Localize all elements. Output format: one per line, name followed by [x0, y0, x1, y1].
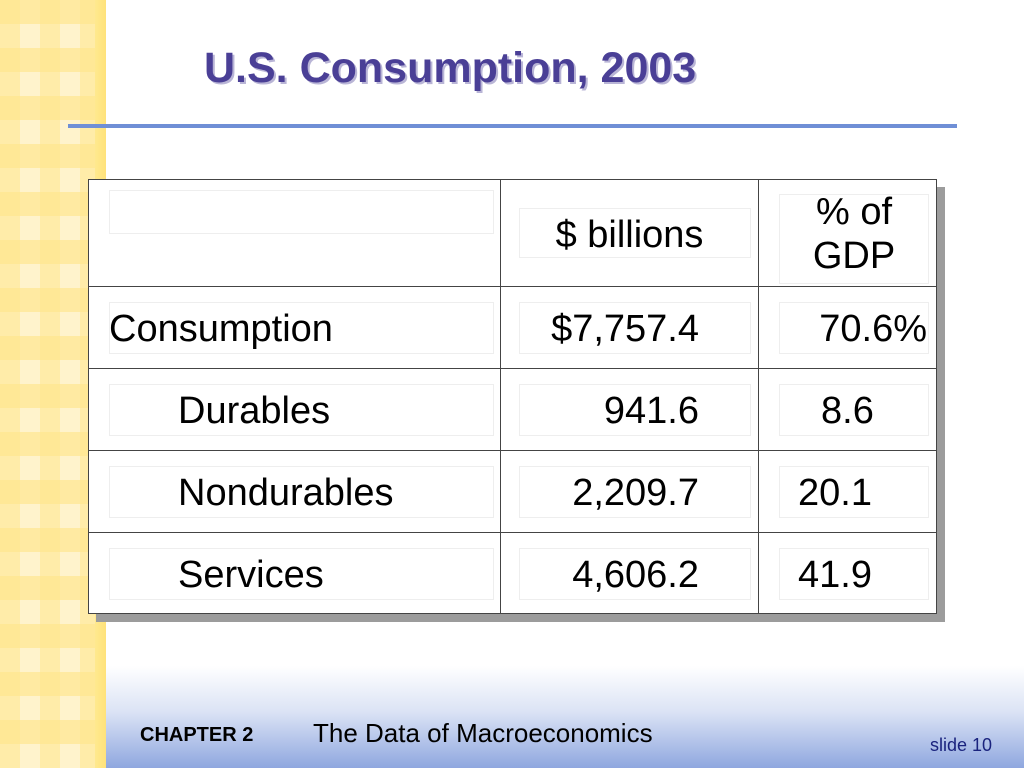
footer-bar: [106, 666, 1024, 768]
value-consumption-pct: 70.6%: [819, 308, 927, 350]
slide-title: U.S. Consumption, 2003: [204, 44, 697, 92]
row-divider: [89, 368, 936, 369]
slide-number: slide 10: [930, 735, 993, 755]
cell-guide: [109, 548, 494, 600]
header-cell-label: [89, 180, 500, 286]
column-divider: [500, 180, 501, 613]
value-consumption-billions: $7,757.4: [551, 308, 699, 350]
cell-guide: [519, 548, 751, 600]
cell-guide: [109, 190, 494, 234]
header-pct-gdp: % of GDP: [812, 191, 896, 277]
cell-guide: [779, 194, 929, 284]
header-billions: $ billions: [555, 214, 704, 256]
row-divider: [89, 450, 936, 451]
cell-guide: [779, 384, 929, 436]
cell-guide: [109, 384, 494, 436]
cell-guide: [519, 302, 751, 354]
row-divider: [89, 532, 936, 533]
cell-guide: [779, 466, 929, 518]
value-nondurables-billions: 2,209.7: [572, 472, 699, 514]
value-durables-pct: 8.6: [821, 390, 874, 432]
value-services-pct: 41.9: [798, 554, 872, 596]
chapter-label: CHAPTER 2: [140, 724, 254, 746]
title-divider: [68, 124, 957, 128]
cell-guide: [519, 208, 751, 258]
row-label-nondurables: Nondurables: [178, 472, 394, 514]
cell-guide: [779, 302, 929, 354]
cell-guide: [519, 466, 751, 518]
row-divider: [89, 286, 936, 287]
value-services-billions: 4,606.2: [572, 554, 699, 596]
value-nondurables-pct: 20.1: [798, 472, 872, 514]
consumption-table: $ billions % of GDP Consumption $7,757.4…: [88, 179, 937, 614]
row-label-durables: Durables: [178, 390, 331, 432]
cell-guide: [519, 384, 751, 436]
cell-guide: [109, 302, 494, 354]
row-label-consumption: Consumption: [109, 308, 333, 350]
chapter-title: The Data of Macroeconomics: [313, 718, 653, 748]
row-label-services: Services: [178, 554, 324, 596]
column-divider: [758, 180, 759, 613]
value-durables-billions: 941.6: [603, 390, 699, 432]
cell-guide: [779, 548, 929, 600]
cell-guide: [109, 466, 494, 518]
